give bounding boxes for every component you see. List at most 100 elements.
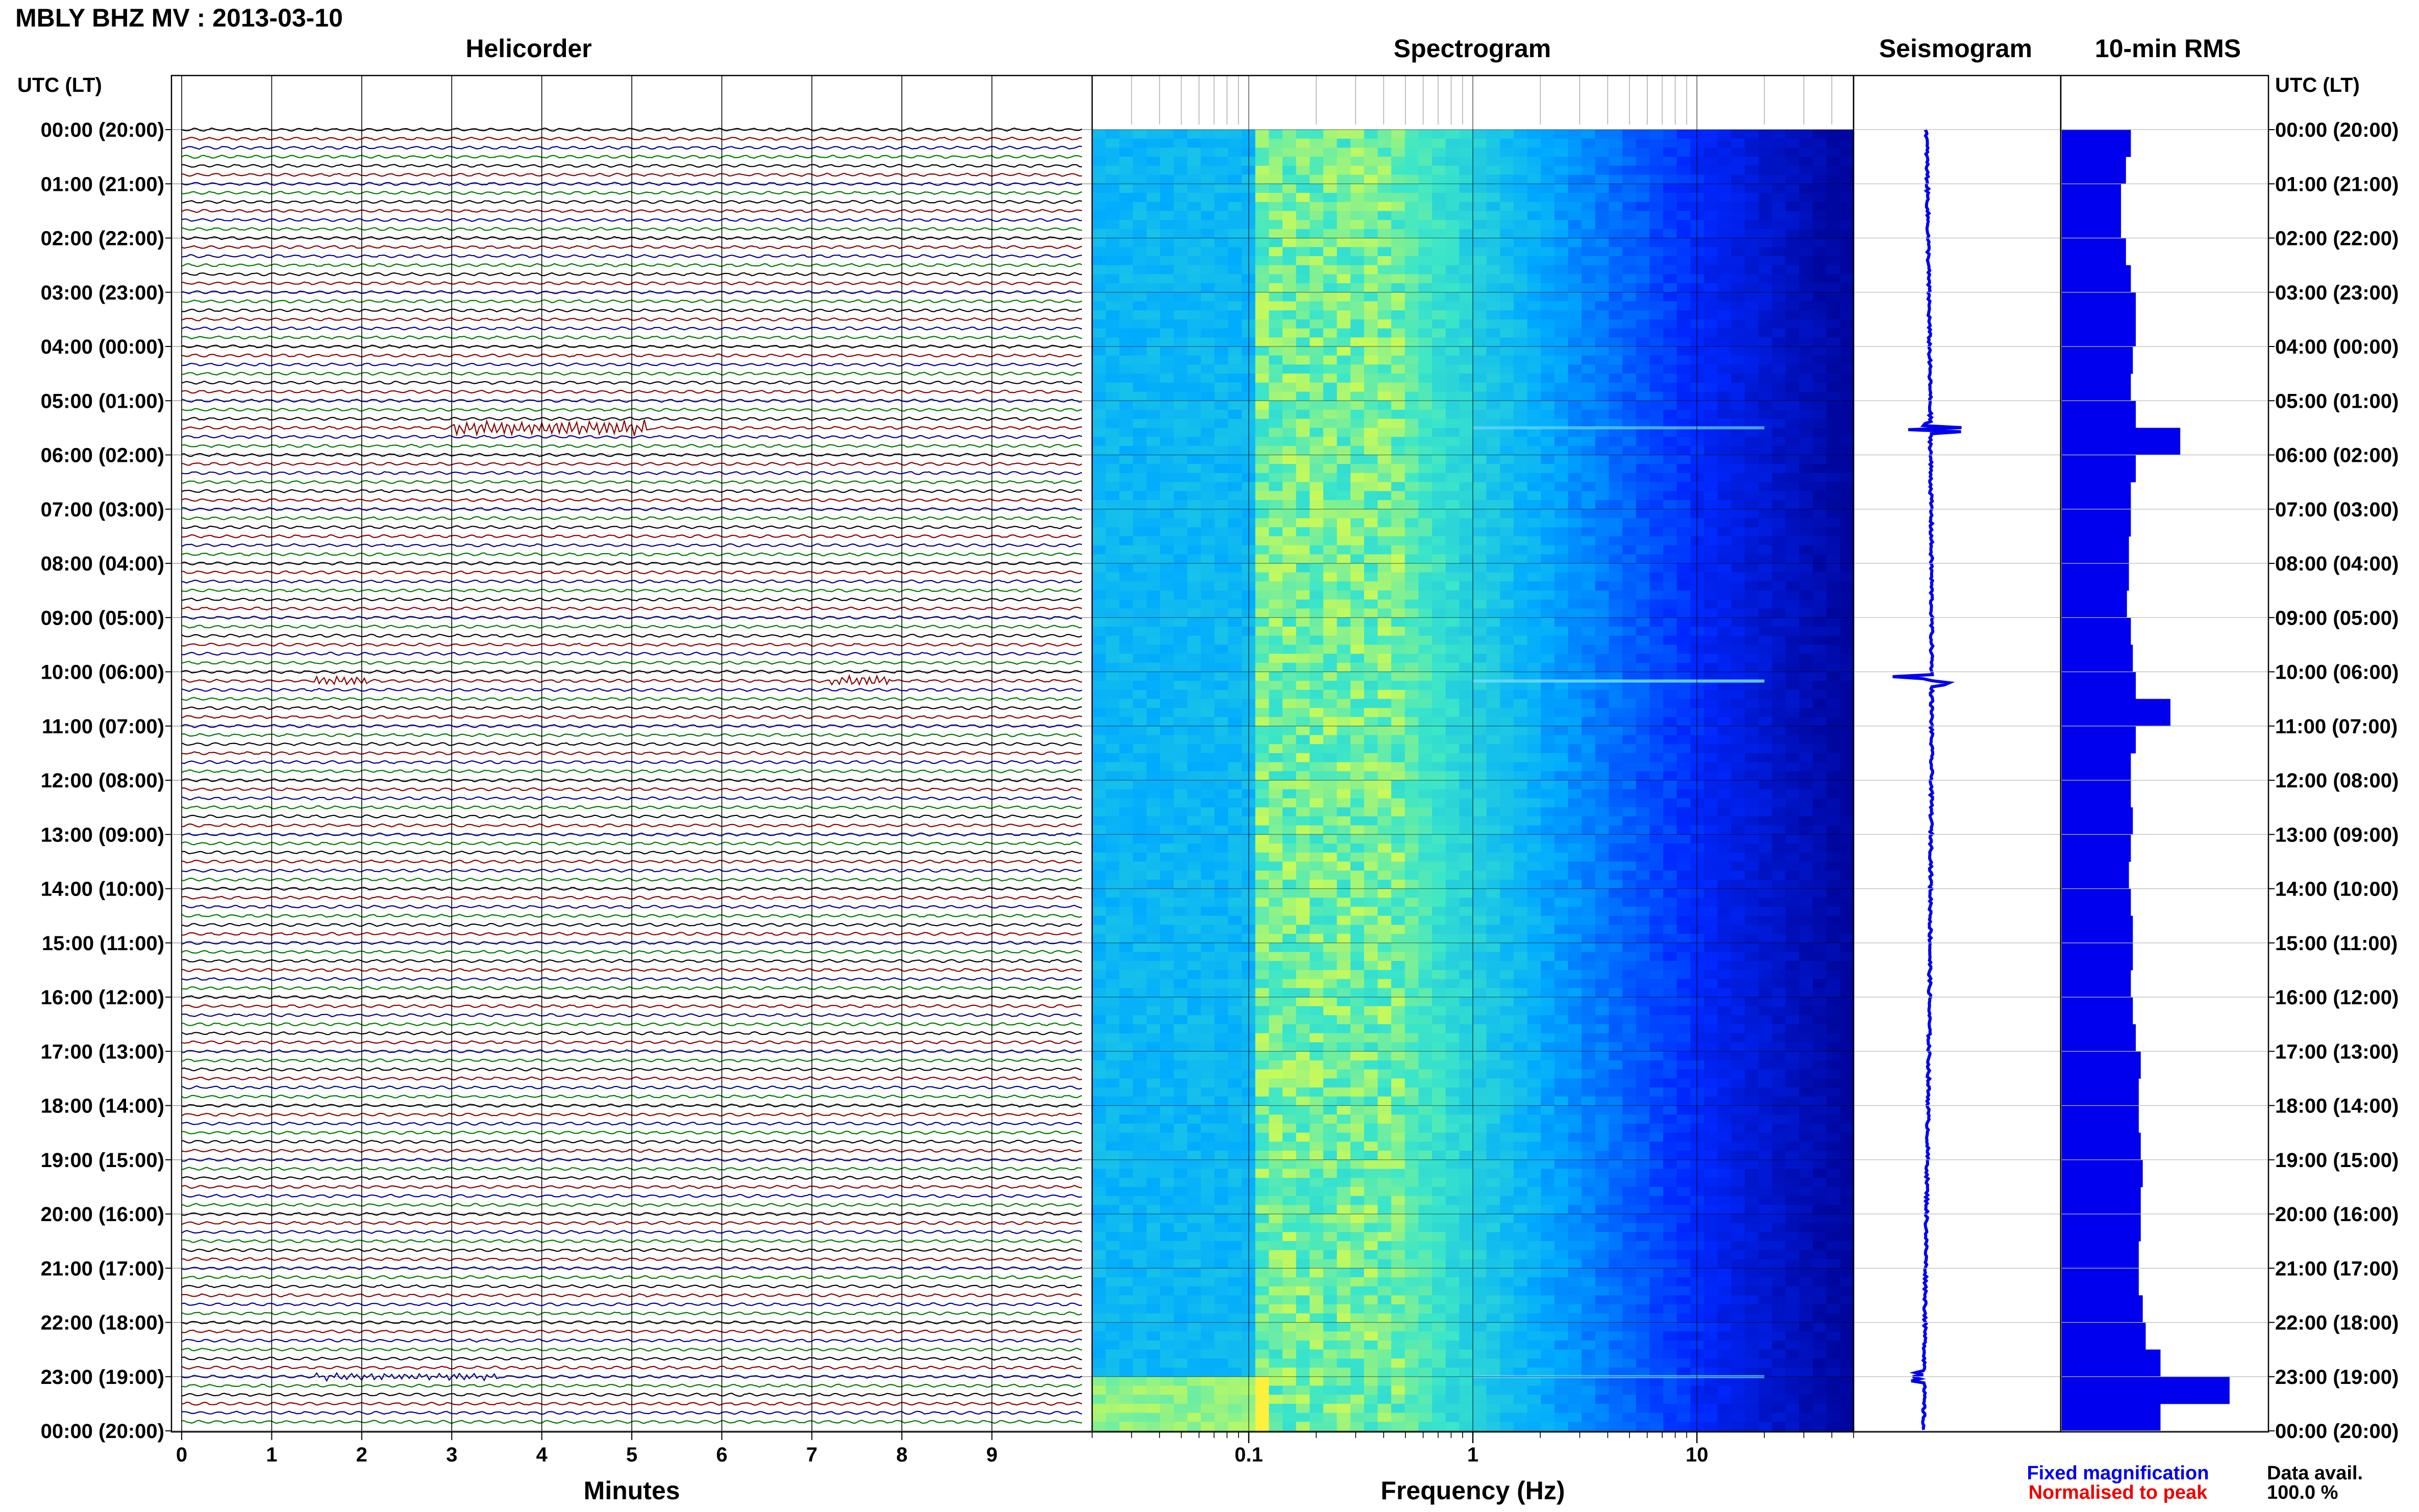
spectrogram-cell [1813,762,1827,772]
spectrogram-cell [1377,635,1392,645]
spectrogram-cell [1541,708,1555,717]
spectrogram-cell [1255,807,1270,817]
spectrogram-cell [1445,337,1460,347]
spectrogram-cell [1541,871,1555,880]
spectrogram-cell [1486,888,1500,898]
spectrogram-cell [1676,202,1691,211]
spectrogram-cell [1350,662,1365,673]
spectrogram-cell [1554,473,1569,483]
spectrogram-cell [1744,599,1759,609]
spectrogram-cell [1473,762,1487,772]
spectrogram-cell [1609,418,1623,428]
spectrogram-cell [1744,888,1759,898]
spectrogram-cell [1214,301,1229,311]
spectrogram-cell [1105,599,1120,609]
spectrogram-cell [1377,337,1392,347]
spectrogram-cell [1717,175,1732,184]
spectrogram-cell [1201,672,1215,681]
spectrogram-cell [1772,292,1786,302]
spectrogram-cell [1323,374,1338,383]
spectrogram-cell [1350,175,1365,184]
spectrogram-cell [1744,283,1759,293]
spectrogram-cell [1228,274,1242,284]
spectrogram-cell [1649,635,1664,645]
spectrogram-cell [1391,337,1405,347]
spectrogram-cell [1337,464,1351,474]
spectrogram-cell [1160,925,1174,934]
spectrogram-cell [1459,852,1473,862]
spectrogram-cell [1228,319,1242,329]
spectrogram-cell [1785,482,1800,491]
spectrogram-cell [1160,464,1174,474]
spectrogram-cell [1799,175,1813,184]
spectrogram-cell [1636,319,1650,329]
spectrogram-cell [1255,590,1270,600]
spectrogram-cell [1364,861,1378,871]
spectrogram-cell [1826,708,1841,717]
spectrogram-cell [1541,437,1555,447]
spectrogram-cell [1785,554,1800,564]
spectrogram-cell [1296,662,1310,673]
spectrogram-cell [1568,789,1582,799]
spectrogram-cell [1255,410,1270,419]
spectrogram-cell [1282,744,1297,754]
spectrogram-cell [1541,780,1555,790]
spectrogram-cell [1582,391,1596,401]
spectrogram-cell [1826,563,1841,573]
spectrogram-cell [1377,220,1392,230]
spectrogram-cell [1690,274,1705,284]
spectrogram-cell [1636,581,1650,591]
spectrogram-cell [1255,464,1270,474]
spectrogram-cell [1541,247,1555,257]
spectrogram-cell [1717,238,1732,247]
spectrogram-cell [1772,130,1786,139]
spectrogram-cell [1432,590,1446,600]
spectrogram-cell [1731,445,1745,456]
spectrogram-cell [1310,672,1324,681]
spectrogram-cell [1772,744,1786,754]
spectrogram-cell [1676,789,1691,799]
spectrogram-cell [1418,310,1433,320]
spectrogram-cell [1486,861,1500,871]
spectrogram-cell [1296,681,1310,690]
spectrogram-cell [1568,915,1582,925]
spectrogram-cell [1813,645,1827,654]
spectrogram-cell [1418,780,1433,790]
spectrogram-cell [1459,310,1473,320]
spectrogram-cell [1486,834,1500,844]
spectrogram-cell [1228,256,1242,266]
spectrogram-cell [1785,337,1800,347]
spectrogram-cell [1500,627,1514,636]
spectrogram-cell [1690,590,1705,600]
spectrogram-cell [1418,364,1433,374]
spectrogram-cell [1418,283,1433,293]
spectrogram-cell [1391,283,1405,293]
spectrogram-cell [1744,545,1759,555]
spectrogram-cell [1418,834,1433,844]
spectrogram-cell [1609,599,1623,609]
spectrogram-cell [1364,391,1378,401]
spectrogram-cell [1785,572,1800,582]
spectrogram-cell [1758,518,1772,528]
spectrogram-cell [1214,825,1229,835]
spectrogram-cell [1554,807,1569,817]
spectrogram-cell [1731,844,1745,853]
spectrogram-cell [1119,428,1133,437]
spectrogram-cell [1282,925,1297,934]
spectrogram-cell [1364,428,1378,437]
spectrogram-cell [1704,428,1718,437]
spectrogram-cell [1840,662,1854,673]
spectrogram-cell [1228,617,1242,627]
spectrogram-cell [1744,780,1759,790]
spectrogram-cell [1228,572,1242,582]
spectrogram-cell [1132,265,1147,275]
spectrogram-cell [1649,157,1664,166]
spectrogram-cell [1486,654,1500,663]
spectrogram-cell [1813,265,1827,275]
spectrogram-cell [1758,617,1772,627]
spectrogram-cell [1228,292,1242,302]
spectrogram-cell [1187,645,1201,654]
spectrogram-cell [1690,635,1705,645]
spectrogram-cell [1744,527,1759,537]
spectrogram-cell [1337,753,1351,763]
